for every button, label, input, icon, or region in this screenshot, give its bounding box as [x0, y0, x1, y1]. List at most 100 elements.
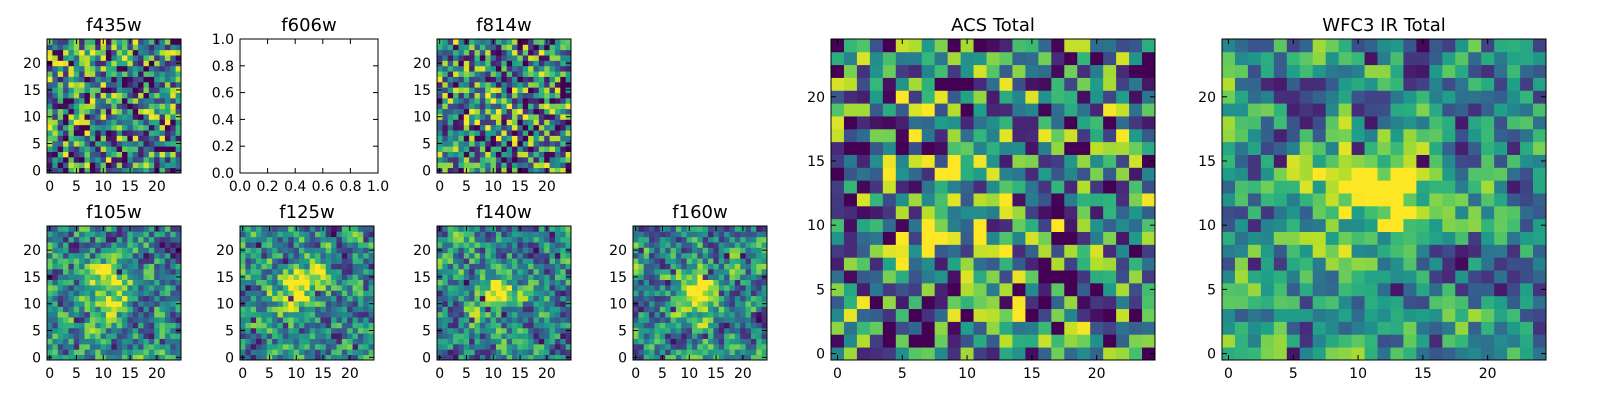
heatmap-cell	[1455, 270, 1469, 284]
heatmap-cell	[882, 334, 897, 348]
heatmap-cell	[245, 226, 252, 232]
heatmap-cell	[1222, 218, 1236, 232]
heatmap-cell	[708, 338, 714, 345]
heatmap-cell	[304, 284, 311, 291]
heatmap-cell	[272, 274, 278, 280]
heatmap-cell	[554, 76, 561, 83]
heatmap-cell	[148, 65, 155, 72]
heatmap-cell	[1142, 334, 1156, 348]
heatmap-cell	[734, 295, 741, 302]
heatmap-cell	[501, 55, 508, 61]
heatmap-cell	[320, 284, 327, 291]
heatmap-cell	[549, 279, 556, 286]
heatmap-cell	[164, 343, 171, 350]
axes-frame	[436, 38, 572, 174]
heatmap-cell	[458, 87, 465, 93]
heatmap-cell	[734, 263, 741, 270]
heatmap-cell	[447, 322, 454, 329]
heatmap-cell	[95, 268, 101, 275]
heatmap-cell	[1299, 347, 1314, 361]
heatmap-cell	[724, 279, 730, 286]
heatmap-cell	[447, 39, 454, 45]
heatmap-cell	[638, 306, 645, 313]
heatmap-cell	[453, 146, 459, 152]
heatmap-cell	[485, 167, 491, 174]
heatmap-cell	[495, 258, 502, 264]
heatmap-cell	[352, 279, 359, 286]
heatmap-cell	[745, 295, 752, 302]
heatmap-cell	[831, 270, 845, 284]
heatmap-cell	[164, 167, 171, 174]
heatmap-cell	[921, 180, 936, 194]
heatmap-cell	[659, 327, 666, 334]
heatmap-cell	[100, 140, 107, 147]
heatmap-cell	[479, 130, 486, 136]
heatmap-cell	[549, 327, 556, 334]
heatmap-cell	[713, 311, 720, 318]
heatmap-cell	[697, 343, 704, 350]
heatmap-cell	[261, 247, 268, 254]
heatmap-cell	[240, 338, 246, 345]
heatmap-cell	[538, 124, 545, 131]
heatmap-cell	[675, 274, 682, 280]
heatmap-cell	[105, 268, 112, 275]
x-tick-label: 5	[462, 366, 471, 382]
heatmap-cell	[357, 349, 364, 356]
heatmap-cell	[1273, 257, 1288, 271]
heatmap-cell	[934, 77, 949, 91]
heatmap-cell	[1442, 180, 1456, 194]
heatmap-cell	[463, 295, 470, 302]
heatmap-cell	[554, 279, 561, 286]
heatmap-cell	[453, 327, 459, 334]
heatmap-cell	[1390, 180, 1404, 194]
heatmap-cell	[89, 108, 96, 115]
heatmap-cell	[175, 279, 182, 286]
heatmap-cell	[68, 60, 75, 67]
heatmap-cell	[63, 156, 69, 163]
heatmap-cell	[1286, 334, 1301, 348]
heatmap-cell	[921, 231, 936, 245]
heatmap-cell	[277, 333, 284, 339]
heatmap-cell	[463, 263, 470, 270]
y-tick-label: 0	[32, 163, 41, 179]
heatmap-cell	[713, 338, 720, 345]
heatmap-cell	[490, 236, 497, 243]
heatmap-cell	[756, 301, 763, 307]
heatmap-cell	[84, 333, 91, 339]
heatmap-cell	[560, 226, 567, 232]
heatmap-cell	[538, 247, 545, 254]
heatmap-cell	[999, 205, 1013, 220]
heatmap-cell	[659, 231, 666, 238]
heatmap-cell	[986, 257, 1000, 271]
heatmap-cell	[68, 140, 75, 147]
heatmap-cell	[512, 87, 518, 93]
heatmap-cell	[336, 306, 343, 313]
heatmap-cell	[560, 242, 567, 248]
heatmap-cell	[1390, 244, 1404, 258]
heatmap-cell	[565, 156, 572, 163]
heatmap-cell	[643, 226, 650, 232]
heatmap-cell	[154, 44, 160, 51]
heatmap-cell	[1286, 231, 1301, 245]
heatmap-cell	[159, 81, 166, 88]
heatmap-cell	[458, 322, 465, 329]
heatmap-cell	[127, 252, 134, 259]
heatmap-cell	[138, 146, 144, 152]
heatmap-cell	[170, 333, 177, 339]
heatmap-cell	[1051, 334, 1065, 348]
heatmap-cell	[132, 146, 139, 152]
heatmap-cell	[1129, 141, 1143, 155]
heatmap-cell	[52, 92, 59, 99]
heatmap-cell	[148, 135, 155, 142]
heatmap-cell	[105, 290, 112, 297]
heatmap-cell	[1234, 347, 1249, 361]
heatmap-cell	[282, 242, 289, 248]
heatmap-cell	[986, 282, 1000, 297]
heatmap-cell	[740, 333, 746, 339]
heatmap-cell	[256, 295, 262, 302]
heatmap-cell	[315, 317, 321, 323]
heatmap-cell	[256, 242, 262, 248]
heatmap-cell	[154, 124, 160, 131]
heatmap-cell	[122, 124, 128, 131]
heatmap-cell	[89, 76, 96, 83]
